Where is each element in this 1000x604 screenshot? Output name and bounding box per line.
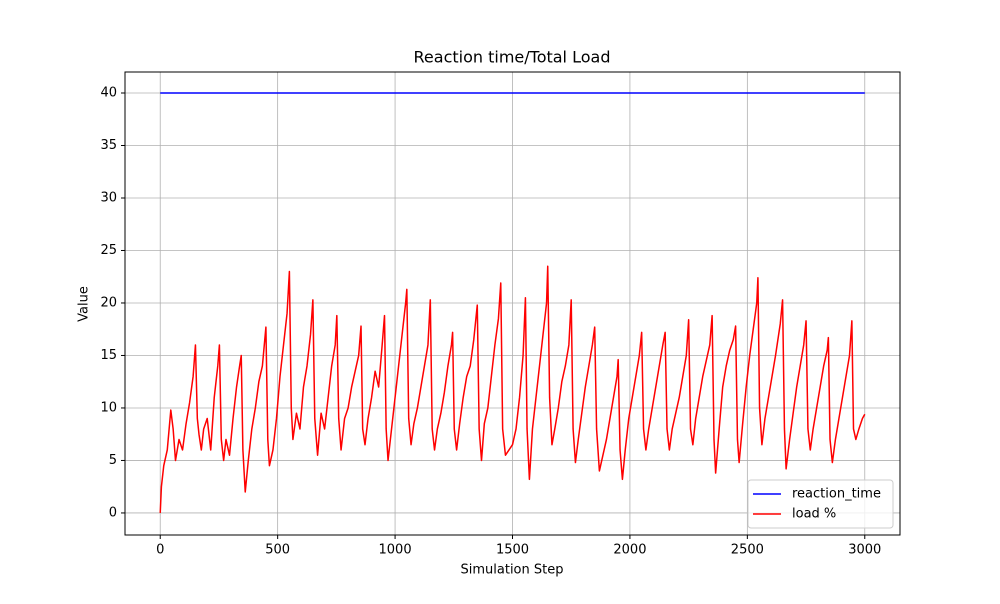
y-tick-label: 20 — [100, 295, 117, 310]
data-line — [159, 265, 866, 513]
x-tick-label: 3000 — [848, 543, 881, 558]
legend-label: reaction_time — [792, 487, 881, 502]
y-tick-label: 25 — [100, 243, 117, 258]
x-axis-label: Simulation Step — [461, 563, 564, 578]
x-tick-label: 1500 — [496, 543, 529, 558]
x-tick-label: 2500 — [731, 543, 764, 558]
y-tick-label: 0 — [109, 505, 117, 520]
x-tick-label: 2000 — [613, 543, 646, 558]
legend-label: load % — [792, 507, 836, 522]
x-tick-label: 500 — [265, 543, 290, 558]
x-tick-label: 1000 — [379, 543, 412, 558]
y-tick-label: 15 — [100, 348, 117, 363]
y-tick-label: 10 — [100, 400, 117, 415]
y-tick-label: 30 — [100, 190, 117, 205]
y-axis-label: Value — [77, 286, 92, 322]
y-tick-label: 40 — [100, 85, 117, 100]
chart-title: Reaction time/Total Load — [414, 48, 611, 67]
legend-box — [747, 479, 894, 529]
y-tick-label: 5 — [109, 453, 117, 468]
x-tick-label: 0 — [156, 543, 164, 558]
y-tick-label: 35 — [100, 138, 117, 153]
plot-frame — [124, 71, 901, 536]
